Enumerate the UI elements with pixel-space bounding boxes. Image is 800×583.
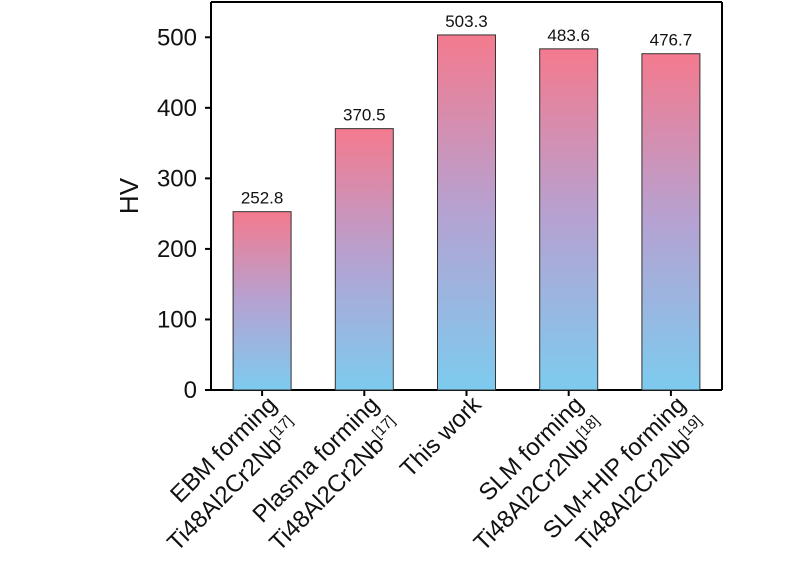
y-axis-title: HV [114,177,144,214]
y-tick-label: 400 [157,95,197,122]
axes: 0 100 200 300 400 500 [157,1,723,404]
category-line1: This work [395,390,487,482]
data-label: 370.5 [343,106,386,125]
y-tick-label: 500 [157,24,197,51]
y-tick-label: 100 [157,306,197,333]
data-label: 476.7 [650,31,693,50]
category-label: This work [395,390,487,482]
y-tick-label: 300 [157,165,197,192]
data-label: 252.8 [241,189,284,208]
bar [539,48,599,391]
y-tick-label: 0 [184,377,197,404]
y-tick-label: 200 [157,236,197,263]
bar [232,211,292,391]
data-label: 503.3 [445,12,488,31]
bar [334,128,394,391]
data-label: 483.6 [547,26,590,45]
bars: 252.8 370.5 503.3 483.6 476.7 [232,12,701,391]
bar [641,53,701,391]
bar [437,34,496,391]
